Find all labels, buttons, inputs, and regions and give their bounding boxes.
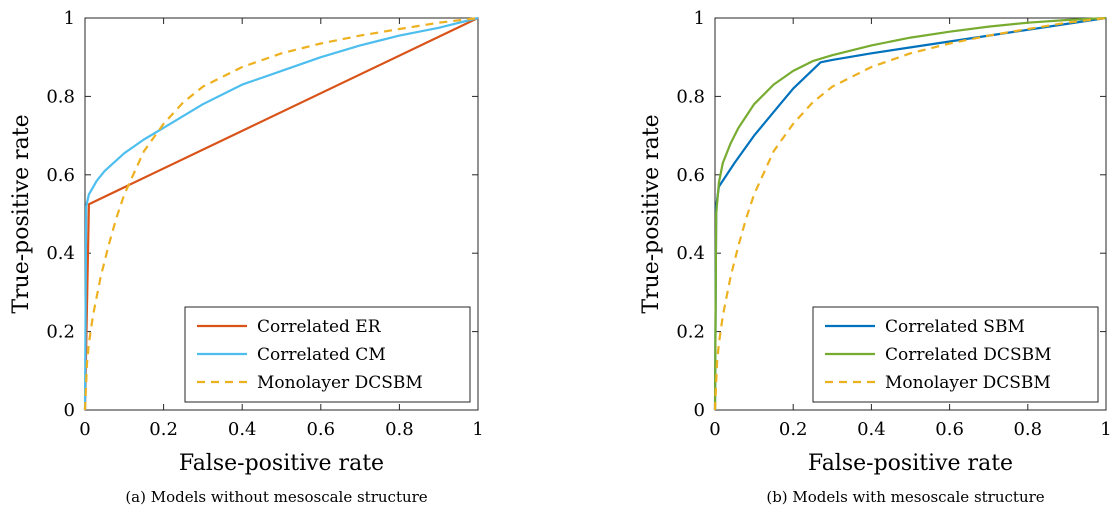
y-tick-label: 0.2 [46,322,75,343]
y-tick-label: 0.6 [46,165,75,186]
series-line-monolayer-dcsbm [83,16,479,411]
plot-area-frame [84,17,479,411]
y-tick-label: 0.4 [46,243,75,264]
legend-label: Monolayer DCSBM [885,373,1051,393]
y-tick-label: 0.4 [676,243,705,264]
legend-label: Monolayer DCSBM [257,373,423,393]
x-tick-label: 0 [79,419,90,440]
y-axis-label: True-positive rate [9,114,34,313]
x-tick-label: 0.4 [228,419,257,440]
x-tick-label: 0.6 [306,419,335,440]
legend-label: Correlated SBM [885,317,1025,337]
chart-panel-b: 00 0.2 0.2 0.4 0.4 0.6 0.6 0.8 0.8 1 1 False-positi… [639,8,1112,506]
x-tick-label: 0.2 [149,419,178,440]
plot-area-frame [714,17,1107,411]
chart-panel-a: 00 0.2 0.2 0.4 0.4 0.6 0.6 0.8 0.8 1 1 False-positi… [9,8,484,506]
x-tick-label: 0 [709,419,720,440]
x-tick-label: 0.8 [385,419,414,440]
y-tick-label: 0 [64,400,75,421]
y-axis-label: True-positive rate [639,114,664,313]
y-tick-label: 0 [694,400,705,421]
x-tick-label: 1 [1100,419,1111,440]
y-tick-label: 0.8 [46,86,75,107]
figure-caption: (b) Models with mesoscale structure [766,488,1044,506]
series-line-correlated-cm [83,16,479,411]
x-tick-label: 1 [472,419,483,440]
legend-label: Correlated DCSBM [885,345,1052,365]
legend: Correlated SBM Correlated DCSBM Monolayer … [812,306,1099,403]
legend: Correlated ER Correlated CM Monolayer DCSB… [184,306,471,403]
x-tick-label: 0.4 [857,419,886,440]
x-axis-label: False-positive rate [808,451,1013,476]
figure-caption: (a) Models without mesoscale structure [125,488,427,506]
x-axis-label: False-positive rate [179,451,384,476]
y-tick-label: 0.8 [676,86,705,107]
series-line-correlated-sbm [713,16,1107,411]
legend-label: Correlated CM [257,345,386,365]
y-tick-label: 1 [694,8,705,29]
y-tick-label: 0.6 [676,165,705,186]
x-tick-label: 0.6 [935,419,964,440]
x-tick-label: 0.8 [1013,419,1042,440]
y-tick-label: 1 [64,8,75,29]
y-tick-label: 0.2 [676,322,705,343]
series-line-monolayer-dcsbm [713,16,1107,411]
legend-label: Correlated ER [257,317,382,337]
x-tick-label: 0.2 [779,419,808,440]
series-line-correlated-dcsbm [713,16,1107,411]
